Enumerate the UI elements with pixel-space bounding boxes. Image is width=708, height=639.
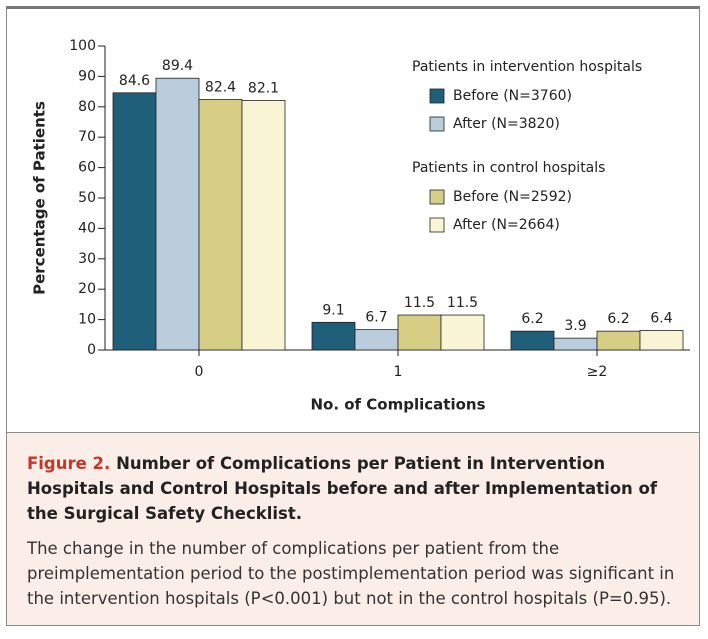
y-tick-label: 0 — [87, 342, 96, 358]
value-label: 11.5 — [447, 295, 478, 311]
x-tick-label: 0 — [195, 364, 204, 380]
value-label: 89.4 — [162, 58, 193, 74]
legend-swatch — [429, 116, 445, 132]
y-tick-label: 70 — [78, 129, 96, 145]
y-tick-label: 50 — [78, 190, 96, 206]
value-label: 6.2 — [607, 311, 629, 327]
legend-label: After (N=2664) — [453, 217, 560, 233]
figure-label: Figure 2. — [27, 454, 111, 473]
x-tick-label: 1 — [394, 364, 403, 380]
legend-swatch — [429, 189, 445, 205]
value-label: 6.2 — [521, 311, 543, 327]
chart: Percentage of Patients No. of Complicati… — [31, 38, 690, 414]
y-tick-label: 90 — [78, 68, 96, 84]
caption-body: The change in the number of complication… — [27, 539, 675, 608]
bar — [241, 100, 286, 351]
legend-label: Before (N=2592) — [453, 189, 572, 205]
bar — [510, 330, 555, 351]
value-label: 11.5 — [404, 295, 435, 311]
y-axis-title: Percentage of Patients — [31, 101, 49, 295]
value-label: 6.7 — [365, 310, 387, 326]
y-tick-label: 80 — [78, 99, 96, 115]
value-label: 82.1 — [248, 80, 279, 96]
legend-label: After (N=3820) — [453, 116, 560, 132]
bar — [639, 330, 684, 351]
legend-label: Before (N=3760) — [453, 88, 572, 104]
caption: Figure 2. Number of Complications per Pa… — [7, 432, 699, 625]
bar — [198, 99, 243, 351]
bar — [596, 330, 641, 351]
value-label: 3.9 — [564, 318, 586, 334]
legend-swatch — [429, 88, 445, 104]
bar — [155, 77, 200, 351]
value-label: 6.4 — [650, 311, 672, 327]
bar — [354, 329, 399, 351]
value-label: 84.6 — [119, 73, 150, 89]
y-tick-label: 10 — [78, 312, 96, 328]
x-axis-title: No. of Complications — [310, 396, 485, 414]
value-label: 9.1 — [322, 302, 344, 318]
legend-swatch — [429, 217, 445, 233]
y-tick-label: 40 — [78, 220, 96, 236]
value-label: 82.4 — [205, 80, 236, 96]
figure-title: Number of Complications per Patient in I… — [27, 454, 658, 523]
bar — [553, 337, 598, 351]
bar — [311, 321, 356, 351]
y-tick-label: 60 — [78, 160, 96, 176]
legend-group-title: Patients in intervention hospitals — [412, 59, 642, 75]
bar — [112, 92, 157, 351]
legend-group-title: Patients in control hospitals — [412, 160, 605, 176]
bar — [440, 314, 485, 351]
y-tick-label: 100 — [69, 38, 96, 54]
y-tick-label: 30 — [78, 251, 96, 267]
caption-title: Figure 2. Number of Complications per Pa… — [27, 451, 679, 526]
bar — [397, 314, 442, 351]
y-tick-label: 20 — [78, 281, 96, 297]
x-tick-label: ≥2 — [587, 364, 608, 380]
figure-frame — [6, 6, 700, 626]
